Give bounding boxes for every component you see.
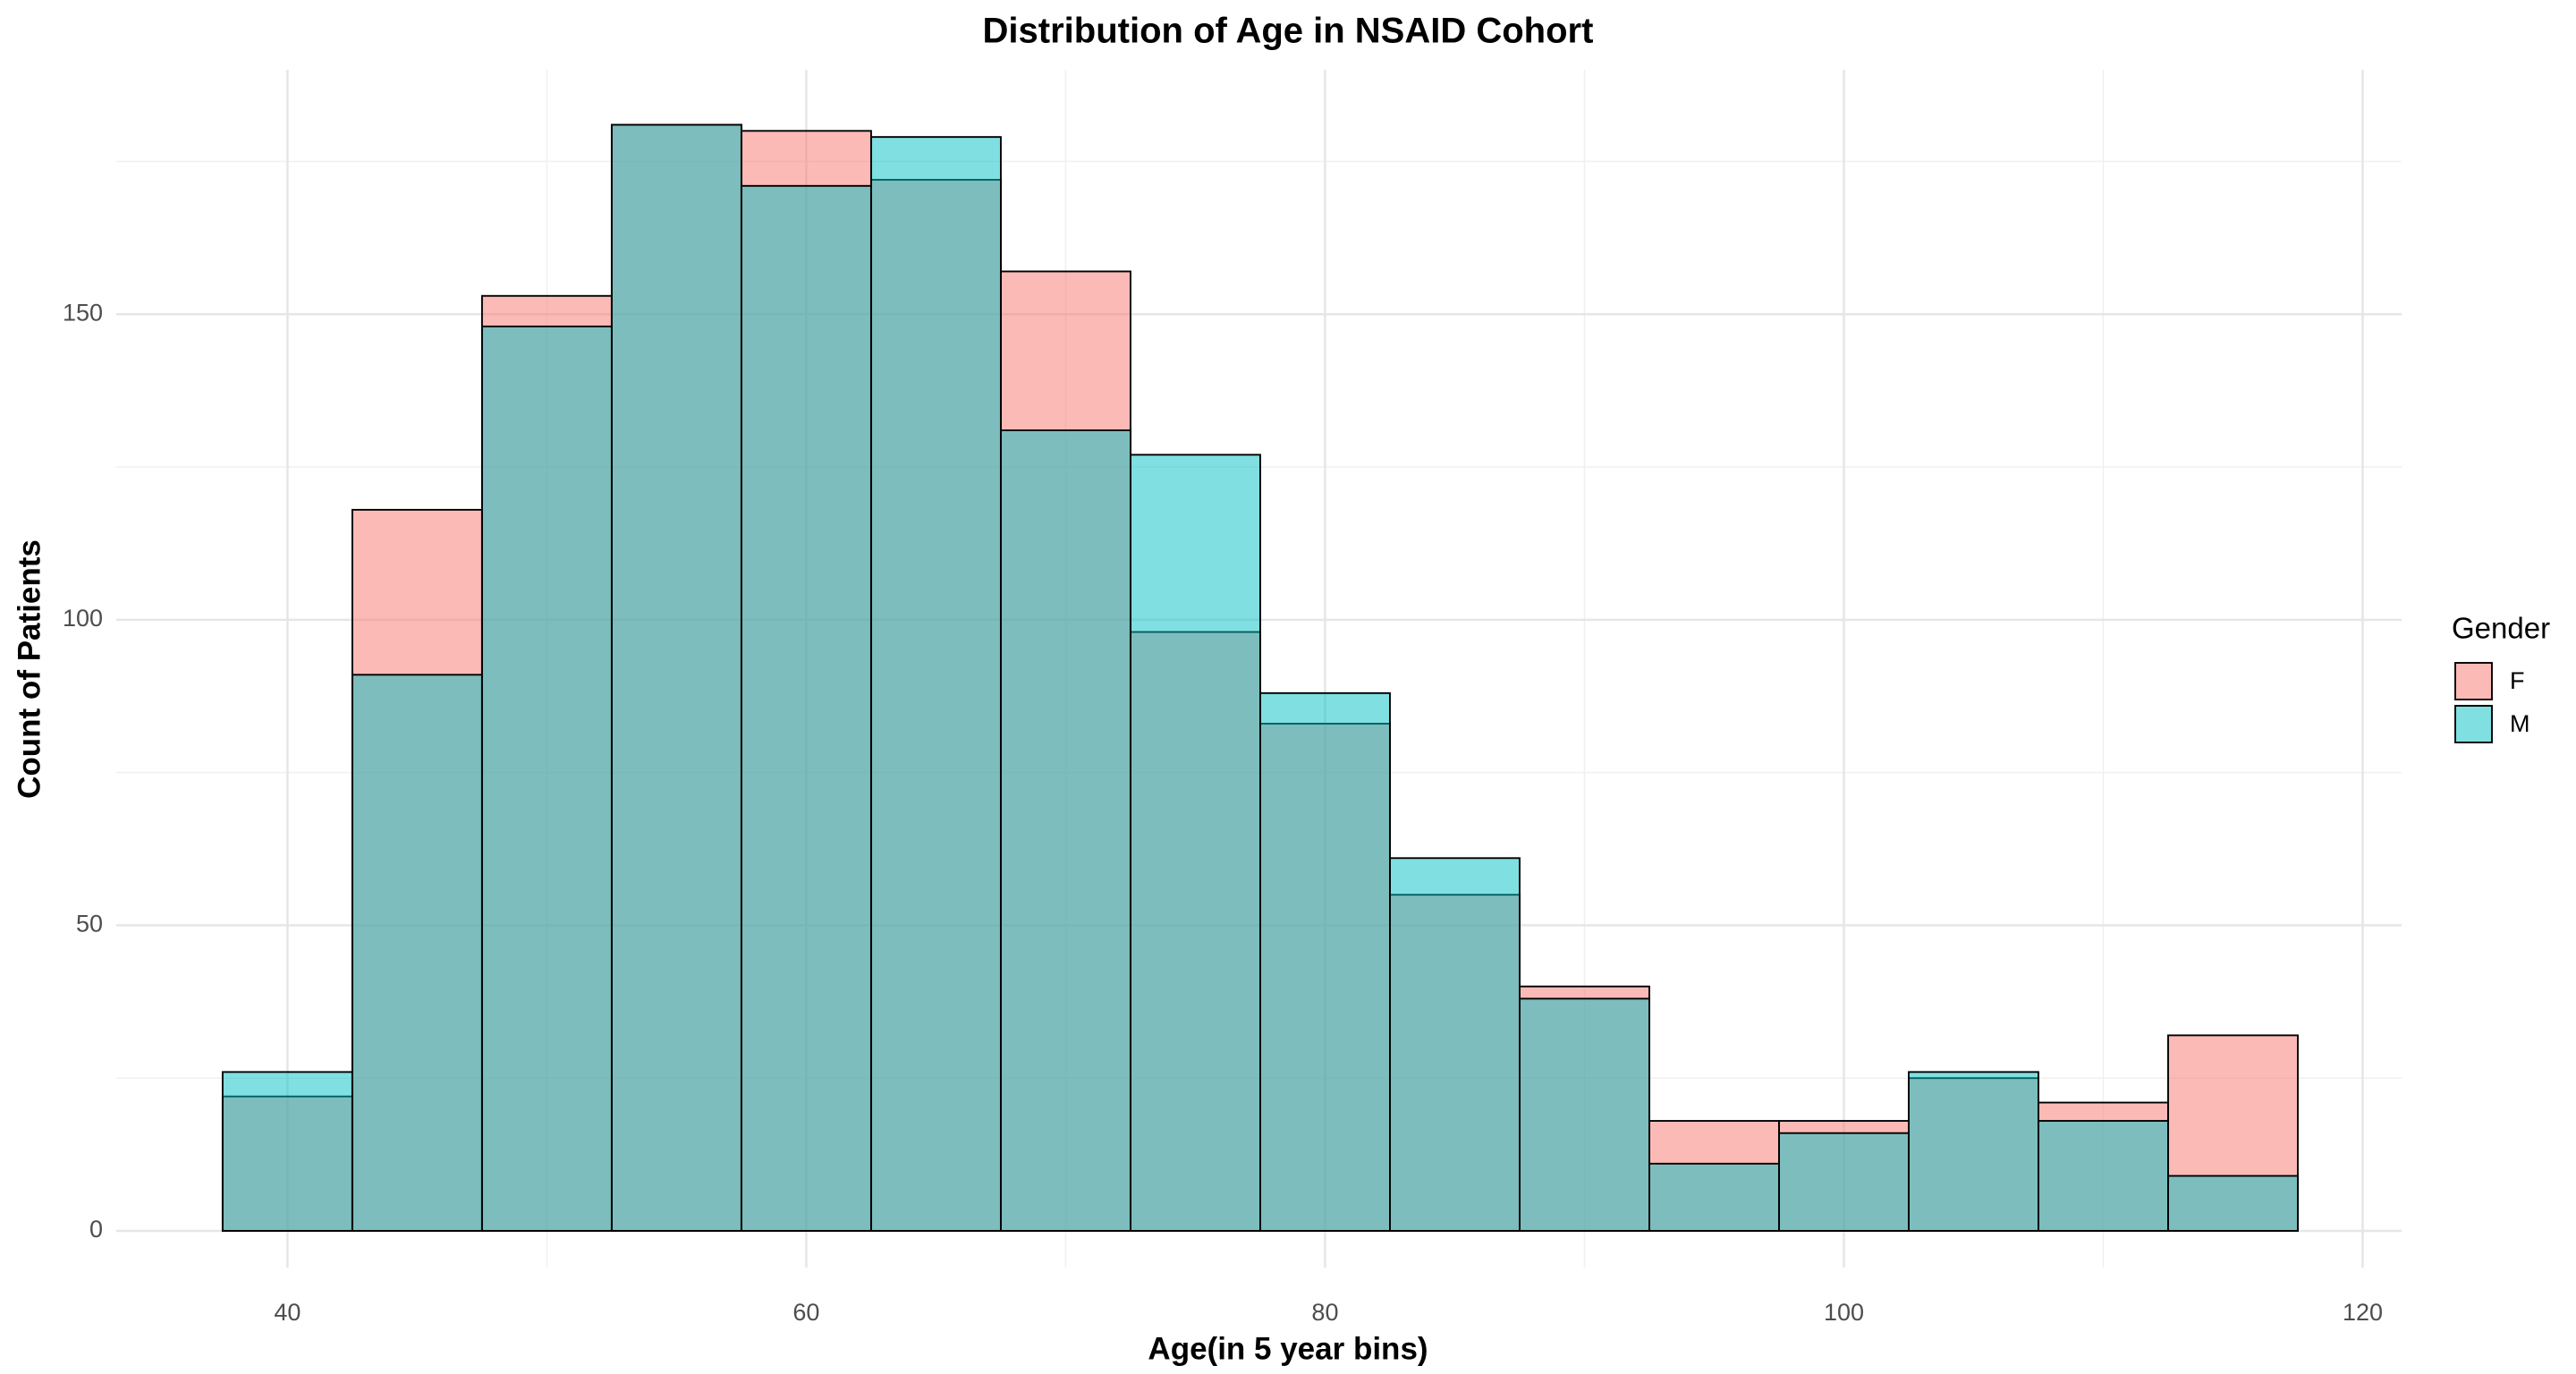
x-tick-label: 120 <box>2343 1299 2383 1326</box>
legend-label: M <box>2510 710 2530 737</box>
bar <box>1648 1162 1780 1232</box>
bar <box>1908 1071 2039 1232</box>
bar <box>869 136 1002 1232</box>
bar <box>740 184 872 1232</box>
bar <box>351 674 483 1232</box>
bar <box>1389 857 1521 1232</box>
y-tick-label: 100 <box>63 605 103 632</box>
bar <box>221 1071 353 1232</box>
bar <box>1129 454 1261 1232</box>
y-tick-label: 150 <box>63 299 103 326</box>
bar <box>480 325 613 1232</box>
bar <box>1519 997 1650 1232</box>
y-axis-title: Count of Patients <box>12 539 47 799</box>
x-tick-label: 60 <box>792 1299 819 1326</box>
bar <box>2167 1175 2299 1232</box>
legend-title: Gender <box>2452 612 2550 645</box>
chart-title: Distribution of Age in NSAID Cohort <box>983 12 1594 51</box>
bar <box>1778 1132 1910 1232</box>
legend-key <box>2454 662 2493 700</box>
bar <box>610 123 742 1232</box>
bar <box>999 429 1131 1232</box>
bar <box>2038 1120 2169 1232</box>
y-tick-label: 50 <box>76 911 103 937</box>
x-tick-label: 100 <box>1824 1299 1864 1326</box>
bar <box>1259 691 1391 1232</box>
x-tick-label: 40 <box>274 1299 301 1326</box>
y-tick-label: 0 <box>89 1216 103 1243</box>
legend-label: F <box>2510 667 2525 694</box>
legend-key <box>2454 705 2493 743</box>
x-axis-title: Age(in 5 year bins) <box>1148 1331 1428 1366</box>
x-tick-label: 80 <box>1311 1299 1338 1326</box>
